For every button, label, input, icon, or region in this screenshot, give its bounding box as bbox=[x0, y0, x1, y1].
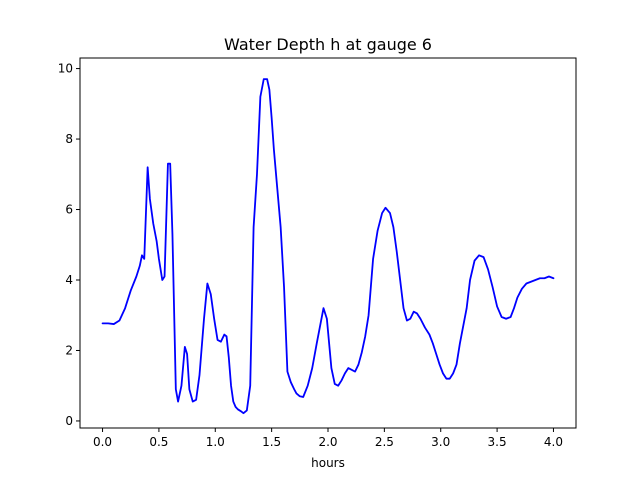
x-tick-label: 3.0 bbox=[431, 435, 450, 449]
axes-layer: 0.0 0.5 1.0 1.5 2.0 2.5 3.0 3.5 4.0 0 2 4 6 8 10 bbox=[58, 57, 577, 449]
x-axis-label: hours bbox=[311, 456, 345, 470]
y-tick-label: 2 bbox=[65, 343, 73, 357]
x-tick-label: 3.5 bbox=[488, 435, 507, 449]
y-tick-label: 6 bbox=[65, 203, 73, 217]
y-tick-label: 4 bbox=[65, 273, 73, 287]
y-tick-label: 8 bbox=[65, 132, 73, 146]
series-line-0 bbox=[101, 78, 555, 415]
x-tick-label: 1.5 bbox=[262, 435, 281, 449]
x-tick-label: 0.0 bbox=[93, 435, 112, 449]
y-tick-label: 0 bbox=[65, 414, 73, 428]
x-tick-label: 2.0 bbox=[318, 435, 337, 449]
y-tick-label: 10 bbox=[58, 62, 73, 76]
x-tick-label: 0.5 bbox=[149, 435, 168, 449]
x-tick-label: 2.5 bbox=[375, 435, 394, 449]
plot-area bbox=[80, 58, 576, 428]
chart-title: Water Depth h at gauge 6 bbox=[224, 35, 432, 54]
x-tick-label: 4.0 bbox=[544, 435, 563, 449]
series-layer bbox=[101, 78, 555, 415]
x-tick-label: 1.0 bbox=[206, 435, 225, 449]
